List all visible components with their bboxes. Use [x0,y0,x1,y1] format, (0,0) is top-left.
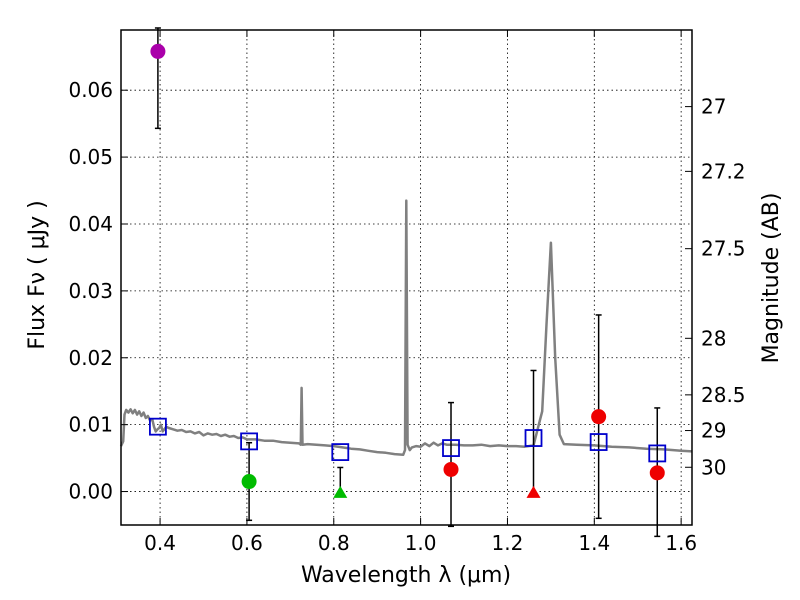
y-tick-label: 0.00 [68,480,113,504]
y-axis-label: Flux Fν ( μJy ) [25,200,50,349]
y2-tick-label: 28.5 [701,383,746,407]
upper-limit-marker [333,485,348,498]
model-photometry-square [589,433,608,451]
y-tick-label: 0.02 [68,346,113,370]
y2-tick-label: 29 [701,419,726,443]
detection-point [443,461,459,477]
x-tick-label: 0.4 [144,531,176,555]
x-tick-label: 1.4 [578,531,610,555]
y2-axis-label: Magnitude (AB) [759,193,784,364]
y-tick-label: 0.05 [68,145,113,169]
model-spectrum-line [119,199,693,457]
detection-point [591,409,607,425]
axis-ticks: 0.4 0.6 0.8 1.0 1.2 1.4 1.6 0.00 0.01 0.02 0.03 0.0… [68,30,746,555]
y2-tick-label: 27 [701,95,726,119]
model-photometry-square [648,444,667,463]
y2-tick-label: 27.2 [701,159,746,183]
y-tick-label: 0.06 [68,78,113,102]
y-tick-label: 0.04 [68,212,113,236]
detection-point [649,465,665,481]
upper-limit-marker [526,485,541,498]
plot-frame [120,29,693,526]
x-tick-label: 1.0 [405,531,437,555]
model-photometry-square [240,432,258,451]
y-tick-label: 0.01 [68,413,113,437]
y2-tick-label: 28 [701,326,726,350]
grid-lines [121,30,692,525]
detection-point [241,474,257,490]
model-photometry-square [149,417,167,436]
x-axis-label: Wavelength λ (μm) [301,563,511,588]
y2-tick-label: 27.5 [701,237,746,261]
detection-point [150,43,166,59]
y-tick-label: 0.03 [68,279,113,303]
data-series [119,27,693,538]
x-tick-label: 0.8 [318,531,350,555]
x-tick-label: 0.6 [231,531,263,555]
x-tick-label: 1.6 [665,531,697,555]
model-photometry-square [524,429,543,447]
x-tick-label: 1.2 [492,531,524,555]
model-photometry-square [442,439,460,457]
y2-tick-label: 30 [701,455,726,479]
model-photometry-square [331,443,350,461]
